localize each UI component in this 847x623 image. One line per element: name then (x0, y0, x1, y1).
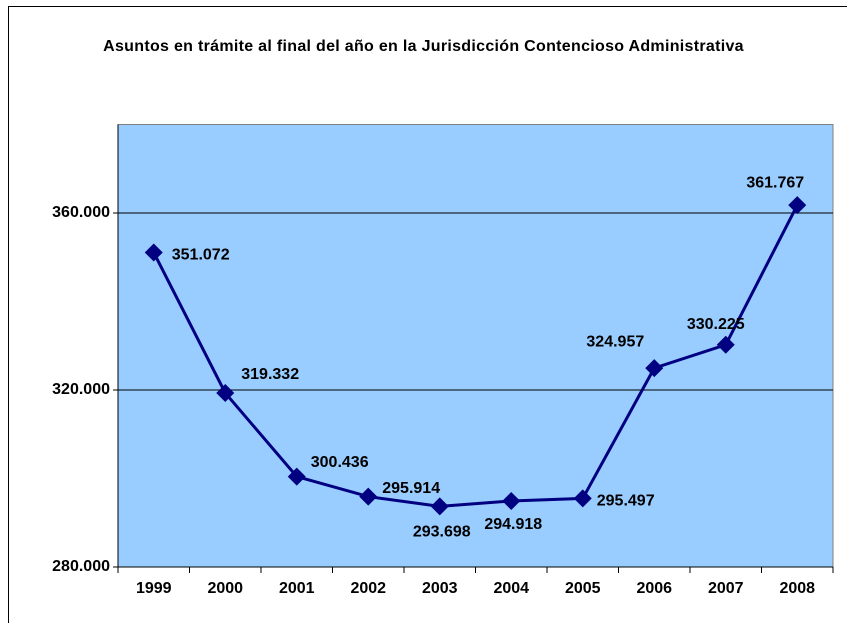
x-tick-label: 1999 (136, 580, 172, 597)
x-tick-label: 2006 (636, 580, 672, 597)
data-label: 330.225 (687, 316, 745, 333)
data-label: 324.957 (586, 333, 644, 350)
x-tick-label: 2002 (350, 580, 386, 597)
x-tick-label: 2000 (207, 580, 243, 597)
marker (502, 491, 521, 510)
y-tick-label: 320.000 (52, 381, 110, 398)
chart-border (8, 6, 847, 623)
x-tick-label: 2004 (493, 580, 529, 597)
data-label: 351.072 (172, 247, 230, 264)
data-label: 295.914 (382, 480, 440, 497)
marker (144, 243, 163, 262)
marker (359, 487, 378, 506)
marker (645, 359, 664, 378)
y-tick-label: 360.000 (52, 204, 110, 221)
x-tick-label: 2008 (779, 580, 815, 597)
data-label: 361.767 (746, 174, 804, 191)
marker (287, 467, 306, 486)
marker (716, 335, 735, 354)
y-tick-label: 280.000 (52, 558, 110, 575)
x-tick-label: 2003 (422, 580, 458, 597)
marker (573, 489, 592, 508)
data-label: 293.698 (413, 524, 471, 541)
marker (430, 497, 449, 516)
marker (788, 196, 807, 215)
data-label: 294.918 (484, 516, 542, 533)
data-label: 295.497 (597, 493, 655, 510)
x-tick-label: 2001 (279, 580, 315, 597)
data-label: 319.332 (241, 366, 299, 383)
x-tick-label: 2007 (708, 580, 744, 597)
data-label: 300.436 (311, 454, 369, 471)
x-tick-label: 2005 (565, 580, 601, 597)
data-line (152, 204, 799, 508)
chart-title: Asuntos en trámite al final del año en l… (103, 38, 744, 55)
marker (216, 383, 235, 402)
plot-area (117, 124, 834, 568)
